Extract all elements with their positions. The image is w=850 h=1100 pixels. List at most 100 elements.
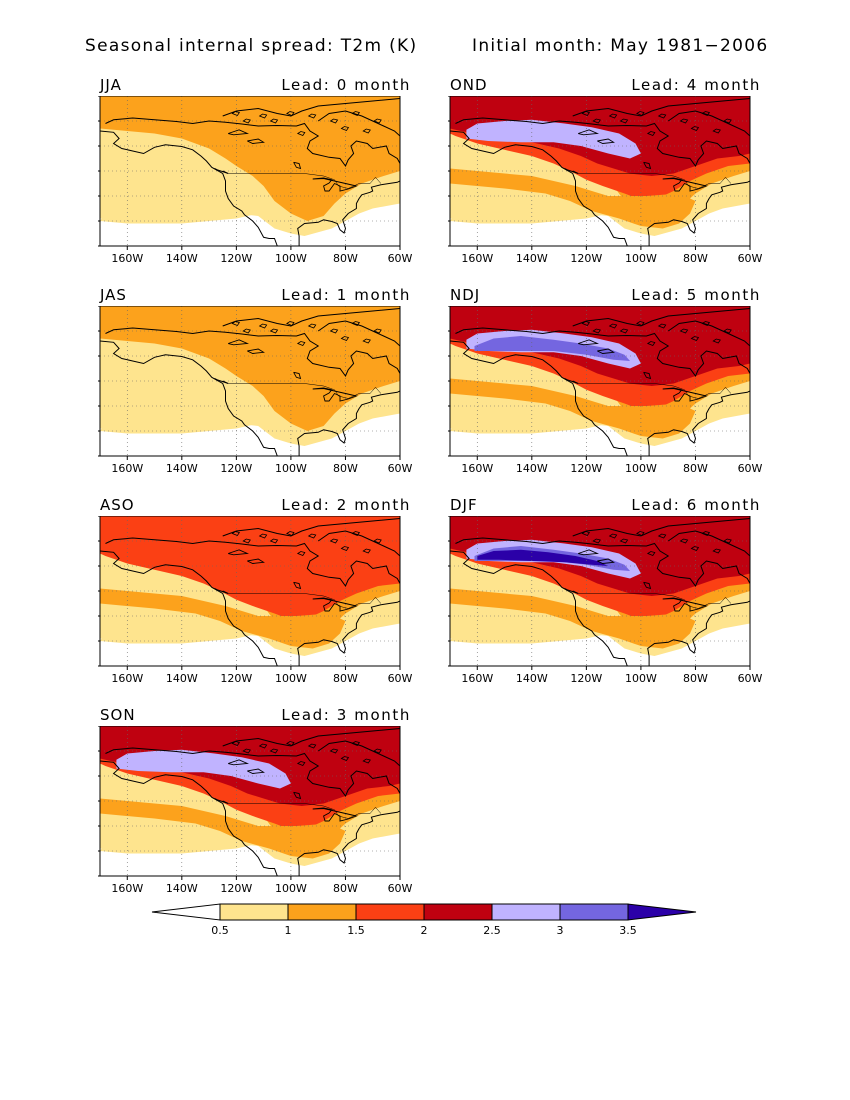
lake-outline — [597, 348, 615, 354]
map-panel: 80N70N60N50N40N30N20N160W140W120W100W80W… — [448, 96, 763, 265]
island-outline — [242, 748, 251, 754]
island-outline — [619, 328, 629, 334]
island-outline — [231, 321, 241, 326]
island-outline — [362, 338, 371, 344]
lon-tick-label: 140W — [166, 462, 198, 475]
coastline — [450, 340, 628, 456]
island-outline — [636, 321, 645, 326]
colorbar-arrow-low — [151, 903, 221, 921]
island-outline — [581, 321, 591, 326]
coastline — [222, 728, 400, 747]
island-outline — [608, 323, 618, 329]
lon-tick-label: 120W — [570, 252, 602, 265]
shading-level-7 — [477, 549, 609, 566]
border-line — [578, 383, 732, 399]
lon-tick-label: 80W — [683, 252, 708, 265]
lake-outline — [597, 558, 615, 564]
island-outline — [701, 321, 711, 326]
lake-outline — [312, 807, 358, 822]
coastline — [564, 378, 579, 384]
lake-outline — [662, 597, 708, 612]
coastline — [214, 588, 229, 594]
panel-lead-label: Lead: 0 month — [281, 76, 411, 94]
island-outline — [608, 113, 618, 119]
island-outline — [296, 341, 306, 346]
island-outline — [340, 336, 350, 341]
coastline — [222, 518, 400, 537]
island-outline — [712, 548, 721, 554]
island-outline — [646, 131, 656, 136]
lon-tick-label: 100W — [625, 672, 657, 685]
lon-tick-label: 60W — [388, 672, 413, 685]
panel-lead-label: Lead: 6 month — [631, 496, 761, 514]
island-outline — [296, 131, 306, 136]
island-outline — [242, 118, 251, 124]
island-outline — [723, 118, 732, 124]
panel-lead-label: Lead: 1 month — [281, 286, 411, 304]
lon-tick-label: 100W — [275, 672, 307, 685]
coastline — [105, 327, 400, 377]
shading-gap — [450, 588, 696, 649]
lon-tick-label: 160W — [111, 462, 143, 475]
lon-tick-label: 80W — [333, 672, 358, 685]
lon-tick-label: 60W — [388, 252, 413, 265]
coastline — [222, 308, 400, 327]
shading-gap — [450, 168, 696, 229]
coastline — [214, 378, 229, 384]
island-outline — [296, 551, 306, 556]
panel-lead-label: Lead: 5 month — [631, 286, 761, 304]
lake-outline — [293, 791, 302, 800]
island-outline — [329, 538, 339, 544]
island-outline — [701, 531, 711, 536]
lon-tick-label: 80W — [333, 462, 358, 475]
coastline — [572, 98, 750, 117]
coastline — [105, 747, 400, 797]
lon-tick-label: 120W — [570, 672, 602, 685]
island-outline — [351, 531, 361, 536]
island-outline — [657, 323, 667, 329]
border-line — [228, 383, 382, 399]
lake-outline — [578, 339, 600, 346]
map-panel: 80N70N60N50N40N30N20N160W140W120W100W80W… — [98, 516, 413, 685]
island-outline — [646, 551, 656, 556]
panel-season-label: SON — [100, 706, 136, 724]
shading-level-6 — [474, 336, 630, 361]
panel-season-label: DJF — [450, 496, 478, 514]
coastline — [100, 760, 278, 876]
island-outline — [373, 538, 382, 544]
panel-jja: JJA Lead: 0 month 80N70N60N50N40N30N20N1… — [98, 76, 418, 271]
island-outline — [690, 336, 700, 341]
colorbar: 0.5 1 1.5 2 2.5 3 3.5 — [151, 903, 697, 937]
island-outline — [373, 118, 382, 124]
island-outline — [340, 756, 350, 761]
colorbar-arrow-high — [627, 903, 697, 921]
island-outline — [258, 743, 268, 749]
coastline — [450, 550, 628, 666]
lon-tick-label: 80W — [333, 252, 358, 265]
coastline — [105, 117, 400, 167]
lon-tick-label: 100W — [625, 252, 657, 265]
island-outline — [619, 538, 629, 544]
island-outline — [636, 531, 645, 536]
border-line — [228, 173, 382, 189]
colorbar-label: 1.5 — [347, 924, 365, 937]
coastline — [297, 390, 400, 456]
island-outline — [592, 118, 601, 124]
map-panel: 80N70N60N50N40N30N20N160W140W120W100W80W… — [98, 306, 413, 475]
coastline — [214, 798, 229, 804]
lake-outline — [228, 759, 250, 766]
coastline — [647, 600, 750, 666]
map-panel: 80N70N60N50N40N30N20N160W140W120W100W80W… — [448, 516, 763, 685]
colorbar-segment — [559, 903, 629, 921]
coastline — [450, 130, 628, 246]
coastline — [455, 117, 750, 167]
lake-outline — [597, 138, 615, 144]
lon-tick-label: 100W — [275, 462, 307, 475]
island-outline — [679, 538, 689, 544]
panel-lead-label: Lead: 4 month — [631, 76, 761, 94]
lon-tick-label: 80W — [683, 462, 708, 475]
initial-month-label: Initial month: May 1981−2006 — [472, 36, 769, 56]
coastline — [572, 518, 750, 537]
island-outline — [701, 111, 711, 116]
shading-gap — [100, 413, 259, 434]
